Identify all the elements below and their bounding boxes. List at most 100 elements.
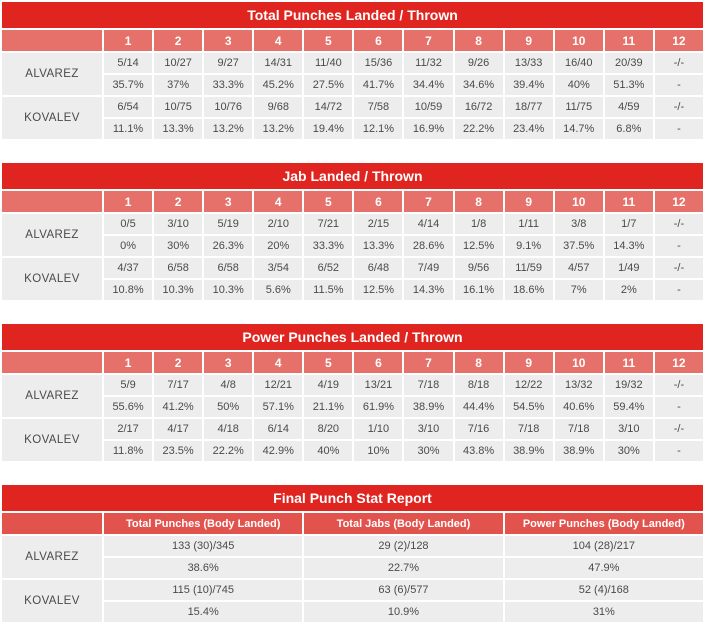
percentage-cell: 45.2% — [254, 75, 303, 95]
percentage-cell: 40.6% — [554, 397, 603, 417]
landed-thrown-cell: 6/58 — [154, 258, 203, 278]
stat-column-header: Power Punches (Body Landed) — [504, 513, 703, 534]
landed-thrown-cell: 3/10 — [154, 214, 203, 234]
fighter-percentages-row: 38.6% 22.7% 47.9% — [2, 558, 703, 578]
percentage-cell: 10.9% — [304, 602, 503, 622]
percentage-cell: 16.9% — [404, 119, 453, 139]
percentage-cell: 33.3% — [204, 75, 253, 95]
landed-thrown-cell: 4/17 — [154, 419, 203, 439]
fighter-name: KOVALEV — [2, 258, 102, 300]
fighter-name: ALVAREZ — [2, 214, 102, 256]
landed-thrown-cell: 14/31 — [254, 53, 303, 73]
landed-thrown-cell: 1/49 — [604, 258, 653, 278]
round-header: 8 — [454, 191, 503, 212]
percentage-cell: 57.1% — [254, 397, 303, 417]
percentage-cell: 23.4% — [504, 119, 553, 139]
landed-thrown-cell: 12/22 — [504, 375, 553, 395]
fighter-percentages-row: 35.7% 37% 33.3% 45.2% 27.5% 41.7% 34.4% 34.6% 39… — [2, 75, 703, 95]
table-title: Final Punch Stat Report — [2, 485, 703, 511]
landed-thrown-cell: -/- — [654, 375, 703, 395]
round-header: 2 — [154, 191, 203, 212]
landed-thrown-cell: 8/20 — [304, 419, 353, 439]
percentage-cell: 12.1% — [354, 119, 403, 139]
percentage-cell: 54.5% — [504, 397, 553, 417]
fighter-values-row: KOVALEV 115 (10)/745 63 (6)/577 52 (4)/168 — [2, 580, 703, 622]
round-header: 12 — [654, 191, 703, 212]
percentage-cell: 16.1% — [454, 280, 503, 300]
landed-thrown-cell: -/- — [654, 258, 703, 278]
round-header: 6 — [354, 30, 403, 51]
round-header: 6 — [354, 191, 403, 212]
landed-thrown-cell: 11/59 — [504, 258, 553, 278]
landed-thrown-cell: 7/58 — [354, 97, 403, 117]
percentage-cell: 9.1% — [504, 236, 553, 256]
percentage-cell: 40% — [554, 75, 603, 95]
percentage-cell: - — [654, 119, 703, 139]
percentage-cell: 15.4% — [104, 602, 303, 622]
round-header: 9 — [504, 352, 553, 373]
landed-thrown-cell: 63 (6)/577 — [304, 580, 503, 600]
landed-thrown-cell: 6/58 — [204, 258, 253, 278]
fighter-values-row: KOVALEV 6/54 10/75 10/76 9/68 14/72 7/58 10/59 1… — [2, 97, 703, 139]
percentage-cell: 38.9% — [504, 441, 553, 461]
final-report-table: Final Punch Stat Report Total Punches (Bo… — [0, 483, 705, 624]
percentage-cell: 38.6% — [104, 558, 303, 578]
percentage-cell: 40% — [304, 441, 353, 461]
percentage-cell: - — [654, 280, 703, 300]
landed-thrown-cell: 5/14 — [104, 53, 153, 73]
percentage-cell: 11.8% — [104, 441, 153, 461]
percentage-cell: 12.5% — [454, 236, 503, 256]
round-header: 4 — [254, 30, 303, 51]
landed-thrown-cell: 52 (4)/168 — [504, 580, 703, 600]
fighter-column-header — [2, 191, 102, 212]
landed-thrown-cell: 10/76 — [204, 97, 253, 117]
percentage-cell: 31% — [504, 602, 703, 622]
fighter-values-row: ALVAREZ 5/9 7/17 4/8 12/21 4/19 13/21 7/18 8/18 1… — [2, 375, 703, 417]
landed-thrown-cell: 9/26 — [454, 53, 503, 73]
round-header: 10 — [554, 352, 603, 373]
landed-thrown-cell: 11/40 — [304, 53, 353, 73]
landed-thrown-cell: 12/21 — [254, 375, 303, 395]
percentage-cell: 38.9% — [404, 397, 453, 417]
round-header: 10 — [554, 191, 603, 212]
percentage-cell: 30% — [604, 441, 653, 461]
landed-thrown-cell: 3/8 — [554, 214, 603, 234]
percentage-cell: 13.2% — [254, 119, 303, 139]
round-header: 6 — [354, 352, 403, 373]
percentage-cell: 41.7% — [354, 75, 403, 95]
landed-thrown-cell: 3/54 — [254, 258, 303, 278]
landed-thrown-cell: 7/21 — [304, 214, 353, 234]
percentage-cell: 10.3% — [204, 280, 253, 300]
percentage-cell: 14.3% — [404, 280, 453, 300]
landed-thrown-cell: 19/32 — [604, 375, 653, 395]
percentage-cell: 2% — [604, 280, 653, 300]
percentage-cell: 22.7% — [304, 558, 503, 578]
percentage-cell: 22.2% — [454, 119, 503, 139]
landed-thrown-cell: -/- — [654, 53, 703, 73]
round-header: 1 — [104, 352, 153, 373]
landed-thrown-cell: 0/5 — [104, 214, 153, 234]
landed-thrown-cell: 29 (2)/128 — [304, 536, 503, 556]
percentage-cell: 7% — [554, 280, 603, 300]
percentage-cell: 55.6% — [104, 397, 153, 417]
table-title: Total Punches Landed / Thrown — [2, 2, 703, 28]
percentage-cell: 11.5% — [304, 280, 353, 300]
percentage-cell: - — [654, 75, 703, 95]
landed-thrown-cell: 14/72 — [304, 97, 353, 117]
percentage-cell: 11.1% — [104, 119, 153, 139]
percentage-cell: 43.8% — [454, 441, 503, 461]
landed-thrown-cell: 5/19 — [204, 214, 253, 234]
landed-thrown-cell: 4/57 — [554, 258, 603, 278]
percentage-cell: 19.4% — [304, 119, 353, 139]
percentage-cell: 13.3% — [354, 236, 403, 256]
percentage-cell: 0% — [104, 236, 153, 256]
percentage-cell: 37% — [154, 75, 203, 95]
percentage-cell: 34.4% — [404, 75, 453, 95]
landed-thrown-cell: 2/15 — [354, 214, 403, 234]
round-header: 5 — [304, 191, 353, 212]
landed-thrown-cell: 7/18 — [554, 419, 603, 439]
round-header: 9 — [504, 191, 553, 212]
round-header: 5 — [304, 30, 353, 51]
percentage-cell: 28.6% — [404, 236, 453, 256]
fighter-name: ALVAREZ — [2, 375, 102, 417]
